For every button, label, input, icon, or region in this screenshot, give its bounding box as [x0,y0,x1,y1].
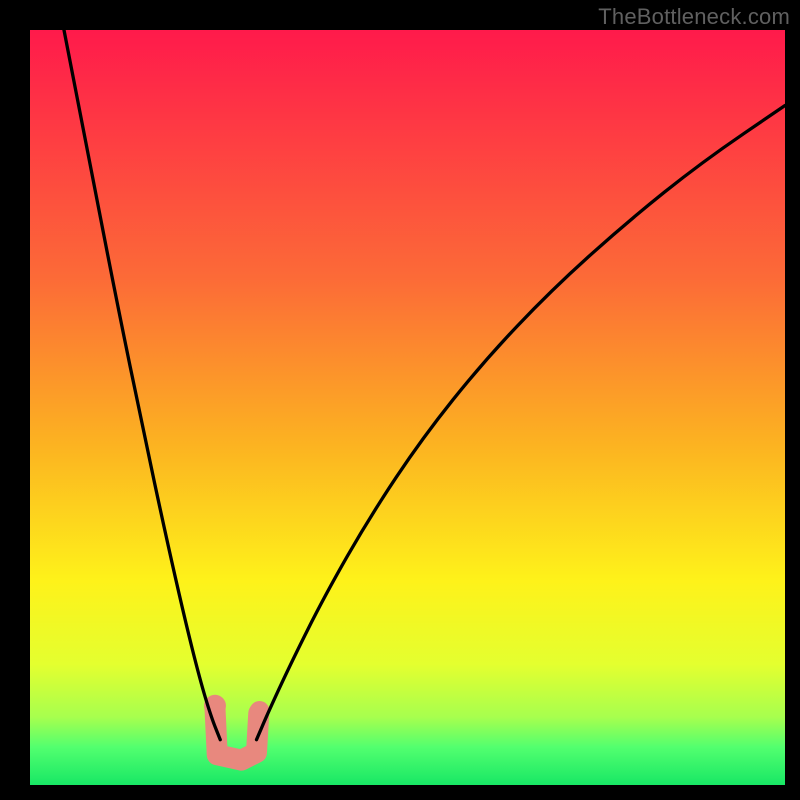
watermark-text: TheBottleneck.com [598,4,790,30]
plot-gradient-area [30,30,785,785]
